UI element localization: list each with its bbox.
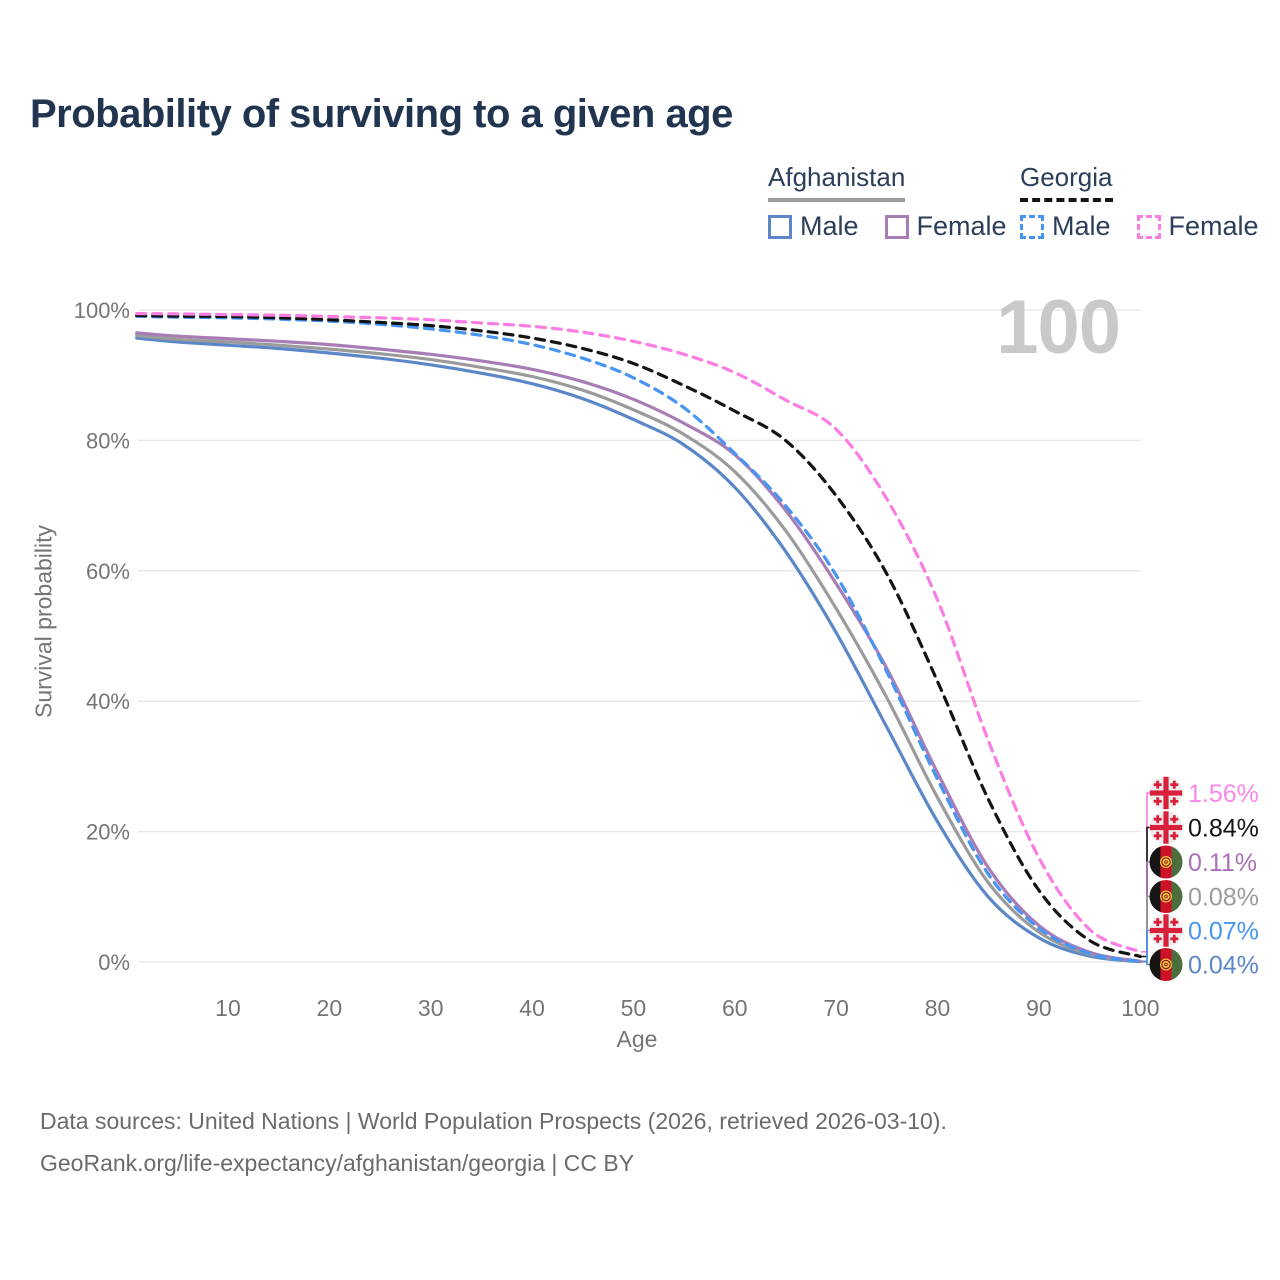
x-tick-label: 70 [823, 995, 849, 1021]
flag-georgia-icon [1149, 914, 1183, 947]
series-line-afghanistan-male[interactable] [135, 336, 1142, 964]
legend-item-label: Female [1168, 211, 1259, 241]
x-tick-label: 100 [1121, 995, 1159, 1021]
y-tick-label: 0% [98, 950, 130, 975]
x-tick-label: 60 [722, 995, 748, 1021]
legend-item-label: Male [800, 211, 859, 241]
end-label-value: 0.84% [1188, 815, 1259, 843]
legend-swatch [768, 214, 792, 239]
legend-item-afghanistan-female[interactable]: Female [884, 211, 1007, 242]
legend-swatch [884, 214, 909, 239]
y-tick-label: 20% [86, 820, 130, 845]
series-line-afghanistan-both-sexes-[interactable] [135, 333, 1142, 964]
legend-country-label: Georgia [1020, 162, 1113, 202]
x-axis-title: Age [616, 1026, 658, 1052]
y-tick-label: 40% [86, 689, 130, 714]
legend-item-georgia-female[interactable]: Female [1136, 211, 1259, 242]
legend-swatch [1136, 214, 1161, 239]
y-tick-label: 60% [86, 559, 130, 584]
series-line-georgia-female[interactable] [135, 312, 1142, 954]
series-line-georgia-both-sexes-[interactable] [135, 313, 1142, 959]
flag-georgia-icon [1149, 776, 1183, 810]
end-label-value: 1.56% [1188, 780, 1259, 808]
flag-afghanistan-icon [1149, 880, 1183, 913]
legend-swatch [1020, 214, 1044, 239]
age-watermark: 100 [996, 285, 1121, 370]
legend-item-label: Male [1052, 211, 1111, 241]
end-label-value: 0.04% [1188, 952, 1259, 980]
legend-country-label: Afghanistan [768, 162, 906, 202]
series-line-afghanistan-female[interactable] [135, 331, 1142, 963]
x-tick-label: 40 [519, 995, 545, 1021]
legend-group-afghanistan: Afghanistan Male Female [768, 162, 1007, 242]
end-label-value: 0.08% [1188, 884, 1259, 912]
x-tick-label: 50 [621, 995, 647, 1021]
flag-georgia-icon [1149, 811, 1183, 844]
attribution-note: GeoRank.org/life-expectancy/afghanistan/… [40, 1150, 635, 1176]
x-tick-label: 90 [1026, 995, 1052, 1021]
y-tick-label: 100% [74, 298, 130, 323]
end-label-value: 0.07% [1188, 918, 1259, 946]
series-line-georgia-male[interactable] [135, 314, 1142, 964]
end-label-value: 0.11% [1188, 849, 1257, 877]
y-tick-label: 80% [86, 428, 130, 453]
x-tick-label: 30 [418, 995, 444, 1021]
legend-item-label: Female [916, 211, 1007, 241]
x-tick-label: 20 [317, 995, 343, 1021]
legend-item-georgia-male[interactable]: Male [1020, 211, 1111, 242]
legend-group-georgia: Georgia Male Female [1020, 162, 1259, 242]
chart-title: Probability of surviving to a given age [30, 92, 733, 136]
x-tick-label: 80 [925, 995, 951, 1021]
data-sources-note: Data sources: United Nations | World Pop… [40, 1108, 947, 1134]
x-tick-label: 10 [215, 995, 241, 1021]
flag-afghanistan-icon [1149, 948, 1183, 981]
flag-afghanistan-icon [1149, 845, 1183, 879]
legend-item-afghanistan-male[interactable]: Male [768, 211, 859, 242]
y-axis-title: Survival probability [30, 524, 57, 719]
